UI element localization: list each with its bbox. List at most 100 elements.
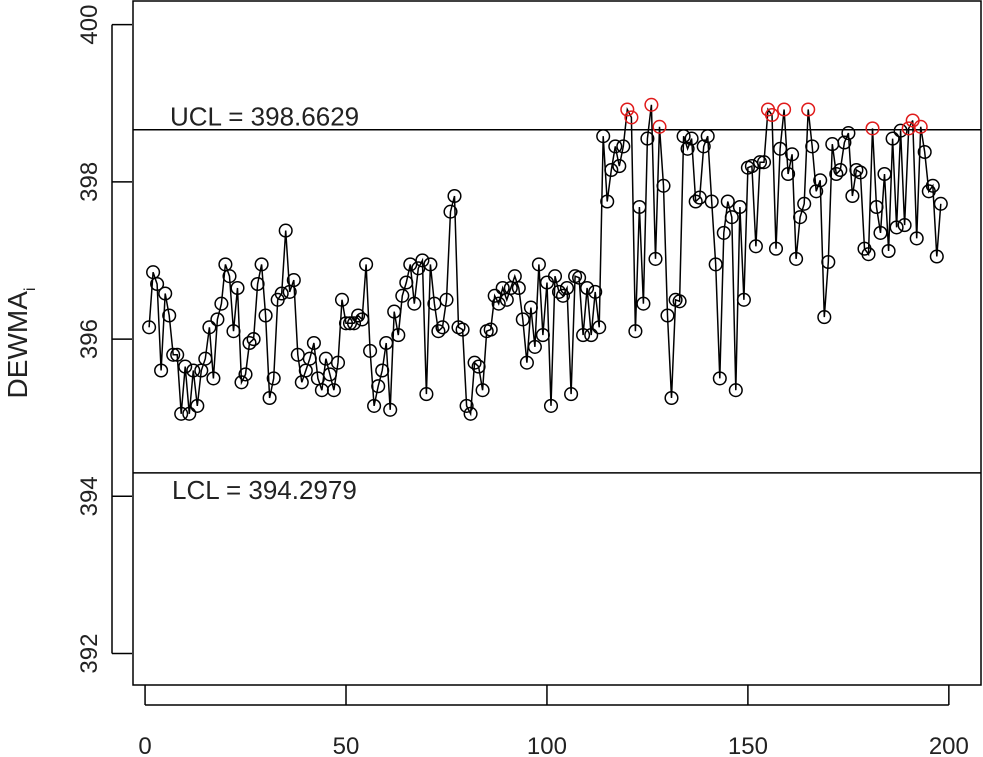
data-point [455,322,470,337]
data-point [391,328,406,343]
data-point [720,194,735,209]
data-point [150,276,165,292]
data-point [379,335,394,351]
data-point [334,292,350,307]
data-point [254,257,269,272]
y-axis-title: DEWMAi [2,288,39,399]
data-point [306,335,321,351]
data-point [483,322,498,337]
data-point [535,328,550,343]
data-point [322,367,337,382]
y-tick-label: 400 [76,5,103,45]
data-point [471,359,486,374]
data-point [250,276,265,292]
data-point [933,196,948,211]
out-of-control-point [865,121,880,136]
data-point [588,284,603,299]
y-tick-label: 398 [76,162,103,202]
data-point [142,320,157,335]
data-point [531,257,546,272]
data-point [768,241,784,256]
control-limits: UCL = 398.6629 LCL = 394.2979 [133,102,981,505]
data-point [889,220,904,235]
data-point [431,324,446,339]
data-point [154,363,169,378]
data-point [805,139,820,154]
data-point [817,310,832,325]
data-point [752,155,768,170]
data-point [395,288,410,303]
data-point [672,294,687,309]
data-point [178,359,193,374]
data-point [383,402,398,417]
data-point [359,257,374,272]
data-point [881,243,896,259]
data-point [346,316,362,331]
plot-frame [132,0,982,686]
x-axis: 0 50 100 150 200 [138,685,969,757]
data-point [198,351,213,366]
data-point [242,335,257,351]
series-points [142,97,948,421]
out-of-control-point [777,102,792,117]
data-point [415,253,430,268]
data-point [748,239,763,254]
data-point [604,162,619,178]
data-point [182,406,197,421]
data-point [459,398,474,413]
data-point [596,129,611,144]
data-point [302,351,317,366]
y-tick-label: 396 [76,319,103,359]
data-point [608,139,623,154]
y-axis: 392 394 396 398 400 [76,5,132,674]
series-group [142,97,948,421]
data-point [222,269,237,284]
data-point [732,199,747,215]
data-point [238,367,253,382]
data-point [234,375,249,390]
y-tick-label: 392 [76,634,103,674]
data-point [656,178,671,193]
data-point [861,247,876,262]
data-point [266,371,281,386]
data-point [399,275,414,290]
data-point [278,223,293,238]
data-point [547,269,563,284]
data-point [600,194,615,209]
data-point [841,126,856,141]
data-point [909,231,924,246]
data-point [202,320,217,335]
data-point [158,286,173,301]
data-point [712,371,727,386]
data-point [527,339,542,354]
data-point [523,300,538,315]
data-point [917,144,932,160]
data-point [258,308,273,323]
data-point [728,383,743,398]
data-point [893,123,908,138]
data-point [700,129,715,144]
out-of-control-point [652,119,667,134]
data-point [756,155,772,170]
x-tick-label: 150 [728,733,768,757]
data-point [592,320,607,335]
data-point [773,141,788,156]
data-point [897,218,912,233]
data-point [837,135,852,150]
data-point [367,398,382,413]
data-point [736,292,751,307]
data-point [559,280,575,296]
data-point [407,296,422,311]
data-point [640,131,655,146]
out-of-control-point [764,107,780,123]
data-point [576,328,591,343]
data-point [170,347,185,362]
data-point [262,390,277,406]
data-point [439,292,454,307]
data-point [648,251,663,266]
data-point [355,312,370,327]
data-point [363,343,378,358]
data-point [789,251,804,266]
data-point [612,159,627,174]
